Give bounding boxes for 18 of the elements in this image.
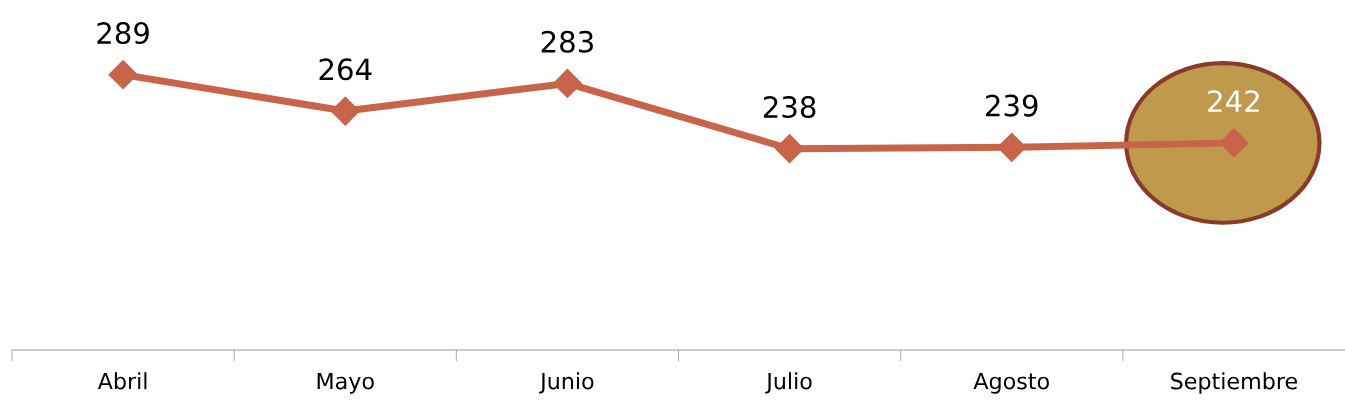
x-tick-label: Junio: [539, 372, 594, 394]
data-label: 238: [763, 96, 816, 119]
data-label: 283: [541, 30, 593, 53]
data-label: 264: [319, 58, 372, 81]
x-tick-label: Mayo: [317, 372, 374, 394]
data-label: 239: [986, 94, 1038, 117]
x-tick-label: Julio: [765, 372, 812, 394]
point: [330, 96, 360, 126]
x-tick-label: Agosto: [973, 372, 1049, 394]
data-label: 289: [97, 22, 149, 45]
point: [774, 134, 805, 164]
point: [552, 68, 583, 99]
point: [997, 132, 1027, 162]
x-tick-label: Abril: [97, 372, 147, 390]
point: [108, 60, 138, 90]
point: [1219, 128, 1249, 158]
x-tick-label: Septiembre: [1171, 372, 1297, 394]
data-label: 242: [1208, 90, 1259, 112]
